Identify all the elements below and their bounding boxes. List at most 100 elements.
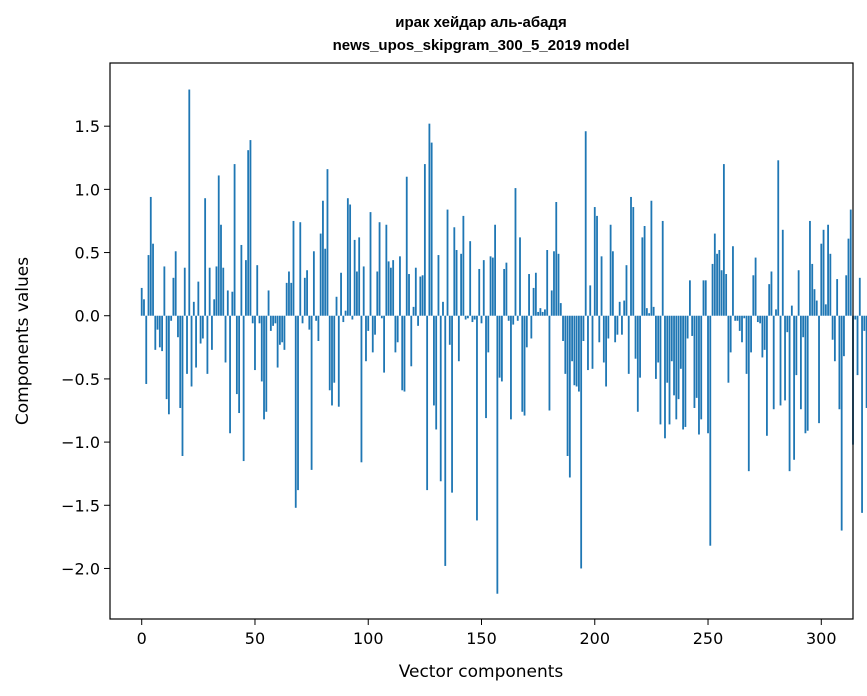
bar <box>695 315 698 398</box>
bar <box>371 315 374 353</box>
bar <box>344 310 347 316</box>
bar <box>476 315 478 521</box>
x-tick-label: 0 <box>137 629 147 648</box>
bar <box>199 315 202 344</box>
bar <box>811 263 814 316</box>
bar <box>333 315 336 383</box>
bar <box>840 315 843 531</box>
bar <box>743 315 746 319</box>
bar <box>858 277 861 316</box>
bar <box>507 315 510 321</box>
bar <box>738 315 741 331</box>
bar <box>530 315 533 339</box>
bar <box>186 315 188 374</box>
bar <box>281 315 284 343</box>
bar <box>500 315 503 382</box>
bar <box>340 272 342 316</box>
bar <box>385 224 388 316</box>
bar <box>487 315 490 353</box>
bar <box>623 300 626 316</box>
bar <box>711 263 714 316</box>
bar <box>539 308 542 316</box>
bar <box>634 315 637 359</box>
bar <box>460 253 463 316</box>
bar <box>485 315 487 419</box>
bar <box>716 253 718 316</box>
bar <box>632 207 635 316</box>
bar <box>639 315 641 378</box>
bar <box>414 267 417 316</box>
bar <box>747 315 750 472</box>
bar <box>405 176 408 316</box>
bar <box>294 315 297 508</box>
bar <box>607 315 610 339</box>
bar <box>290 282 293 316</box>
bar <box>201 315 204 339</box>
bar <box>226 290 229 316</box>
bar <box>677 315 680 400</box>
bar <box>179 315 182 408</box>
x-tick-label: 200 <box>579 629 610 648</box>
bar <box>403 315 406 392</box>
bar <box>349 204 352 316</box>
chart-subtitle: news_upos_skipgram_300_5_2019 model <box>333 37 630 54</box>
bar <box>482 260 485 316</box>
bar <box>541 311 544 316</box>
bar <box>546 250 549 316</box>
bar <box>448 315 451 345</box>
bar <box>598 315 601 343</box>
bars-group <box>140 89 867 594</box>
bar <box>317 315 320 341</box>
y-tick-label: −1.0 <box>61 433 100 452</box>
y-tick-label: −0.5 <box>61 370 100 389</box>
bar <box>496 315 499 594</box>
bar <box>362 266 365 316</box>
bar <box>238 315 241 414</box>
bar <box>797 270 800 316</box>
bar <box>605 315 607 387</box>
bar <box>167 315 170 415</box>
bar <box>267 290 270 316</box>
bar <box>453 227 456 316</box>
bar <box>396 315 399 343</box>
bar <box>525 315 528 348</box>
bar <box>831 315 834 340</box>
bar <box>759 315 762 324</box>
bar <box>337 315 340 407</box>
bar <box>247 150 250 316</box>
bar <box>503 268 506 316</box>
bar <box>428 123 431 316</box>
bar <box>442 301 444 316</box>
bar <box>704 280 707 316</box>
bar <box>464 315 467 320</box>
bar <box>301 315 304 324</box>
bar <box>856 315 859 376</box>
bar <box>614 315 617 343</box>
bar <box>786 315 789 333</box>
bar <box>645 308 648 316</box>
bar <box>555 202 558 316</box>
bar <box>568 315 571 478</box>
bar <box>772 315 775 410</box>
bar <box>469 241 472 316</box>
bar <box>659 315 662 425</box>
bar <box>793 315 796 460</box>
bar <box>602 315 605 363</box>
bar <box>263 315 265 420</box>
bar <box>154 315 157 350</box>
bar <box>430 142 433 316</box>
bar <box>374 315 376 335</box>
bar <box>369 212 372 316</box>
bar <box>691 315 694 336</box>
bar <box>299 222 302 316</box>
bar <box>380 315 383 319</box>
bar <box>251 315 254 324</box>
bar <box>657 315 660 363</box>
bar <box>278 315 281 345</box>
bar <box>285 282 288 316</box>
bar <box>843 315 845 357</box>
bar <box>206 315 209 374</box>
bar <box>516 315 519 321</box>
bar <box>849 209 852 316</box>
